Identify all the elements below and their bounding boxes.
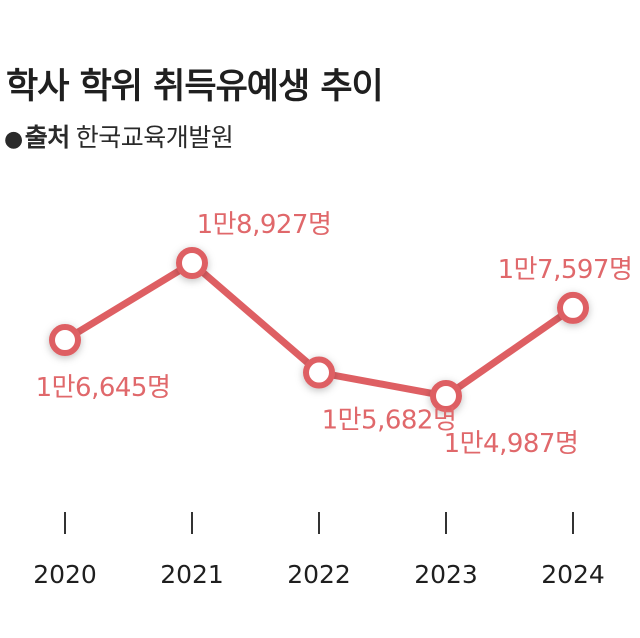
x-tick-label-2021: 2021 bbox=[160, 560, 224, 589]
x-tick-label-2022: 2022 bbox=[287, 560, 351, 589]
x-tick-label-2024: 2024 bbox=[541, 560, 605, 589]
chart-title: 학사 학위 취득유예생 추이 bbox=[6, 67, 384, 107]
data-point-2024 bbox=[557, 291, 589, 324]
data-point-2023 bbox=[430, 380, 462, 412]
bullet-icon: ● bbox=[4, 127, 23, 152]
data-label-2022: 1만5,682명 bbox=[322, 406, 457, 436]
x-tick-label-2023: 2023 bbox=[414, 560, 478, 589]
data-label-2020: 1만6,645명 bbox=[36, 373, 171, 403]
source-name: 한국교육개발원 bbox=[75, 123, 234, 152]
data-label-2023: 1만4,987명 bbox=[444, 429, 579, 459]
data-label-2024: 1만7,597명 bbox=[498, 255, 633, 285]
x-tick-label-2020: 2020 bbox=[33, 560, 97, 589]
source-label: 출처 bbox=[24, 123, 71, 152]
data-point-2020 bbox=[49, 324, 81, 357]
data-label-2021: 1만8,927명 bbox=[197, 210, 332, 240]
data-point-2022 bbox=[303, 356, 335, 389]
data-point-2021 bbox=[176, 247, 208, 279]
source-line: ●출처 한국교육개발원 bbox=[4, 118, 234, 154]
